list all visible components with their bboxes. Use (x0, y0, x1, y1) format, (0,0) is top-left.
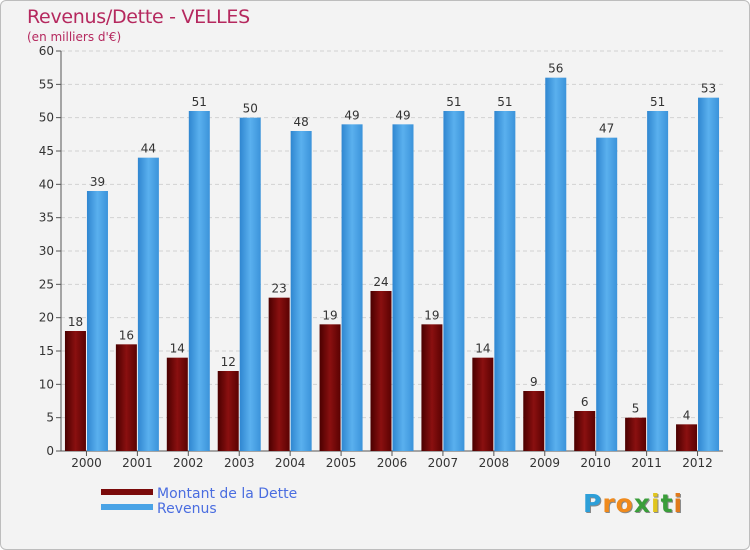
value-label-debt-2006: 24 (373, 275, 388, 289)
value-label-debt-2009: 9 (530, 375, 538, 389)
bar-debt-2010 (574, 411, 596, 451)
bar-debt-2008 (472, 357, 494, 451)
bar-revenue-2007 (443, 111, 465, 451)
x-tick-label-2011: 2011 (631, 456, 662, 470)
value-label-revenue-2012: 53 (701, 82, 716, 96)
chart-subtitle: (en milliers d'€) (27, 30, 122, 44)
x-tick-label-2009: 2009 (529, 456, 560, 470)
x-tick-label-2005: 2005 (326, 456, 357, 470)
value-label-revenue-2001: 44 (141, 142, 156, 156)
value-label-revenue-2006: 49 (395, 108, 410, 122)
proxiti-logo: Proxiti (583, 489, 683, 518)
y-tick-label: 15 (39, 344, 54, 358)
y-tick-label: 0 (46, 444, 54, 458)
y-tick-label: 35 (39, 211, 54, 225)
bar-revenue-2008 (494, 111, 516, 451)
value-label-revenue-2011: 51 (650, 95, 665, 109)
value-label-revenue-2004: 48 (294, 115, 309, 129)
bar-revenue-2012 (698, 97, 720, 452)
value-label-debt-2003: 12 (221, 355, 236, 369)
value-label-revenue-2009: 56 (548, 62, 563, 76)
bar-debt-2005 (319, 324, 341, 451)
y-tick-label: 60 (39, 44, 54, 58)
x-tick-label-2003: 2003 (224, 456, 255, 470)
bar-debt-2001 (115, 344, 137, 451)
value-label-revenue-2007: 51 (446, 95, 461, 109)
bar-debt-2006 (370, 291, 392, 451)
bar-revenue-2001 (137, 157, 159, 451)
bar-debt-2003 (217, 371, 239, 451)
bar-debt-2000 (64, 331, 86, 451)
value-label-debt-2004: 23 (272, 282, 287, 296)
value-label-debt-2007: 19 (424, 308, 439, 322)
bar-debt-2012 (676, 424, 698, 451)
y-tick-label: 20 (39, 311, 54, 325)
chart-title: Revenus/Dette - VELLES (27, 6, 250, 28)
bar-debt-2007 (421, 324, 443, 451)
bar-revenue-2010 (596, 137, 618, 451)
legend-label-revenue: Revenus (157, 501, 217, 517)
bar-debt-2011 (625, 417, 647, 451)
x-tick-label-2004: 2004 (275, 456, 306, 470)
value-label-revenue-2005: 49 (344, 108, 359, 122)
logo-letter: i (673, 489, 684, 518)
y-tick-label: 55 (39, 77, 54, 91)
bar-revenue-2000 (86, 191, 108, 451)
bar-debt-2009 (523, 391, 545, 451)
x-tick-label-2001: 2001 (122, 456, 153, 470)
bar-revenue-2002 (188, 111, 210, 451)
value-label-debt-2002: 14 (170, 342, 185, 356)
y-tick-label: 30 (39, 244, 54, 258)
logo-letter: i (651, 489, 661, 518)
value-label-debt-2008: 14 (475, 342, 490, 356)
value-label-revenue-2010: 47 (599, 122, 614, 136)
y-tick-label: 5 (46, 411, 54, 425)
x-tick-label-2002: 2002 (173, 456, 204, 470)
y-tick-label: 25 (39, 277, 54, 291)
value-label-revenue-2002: 51 (192, 95, 207, 109)
x-tick-label-2007: 2007 (428, 456, 459, 470)
x-tick-label-2012: 2012 (682, 456, 713, 470)
value-label-debt-2011: 5 (632, 402, 640, 416)
logo-letter: t (660, 489, 674, 518)
legend-label-debt: Montant de la Dette (157, 486, 298, 502)
logo-letter: o (615, 489, 634, 518)
bar-revenue-2011 (647, 111, 669, 451)
logo-letter: x (633, 489, 651, 518)
x-tick-label-2008: 2008 (479, 456, 510, 470)
bar-revenue-2009 (545, 77, 567, 452)
y-tick-label: 50 (39, 111, 54, 125)
y-tick-label: 10 (39, 377, 54, 391)
y-tick-label: 40 (39, 177, 54, 191)
value-label-debt-2001: 16 (119, 328, 134, 342)
bar-revenue-2004 (290, 131, 312, 451)
bar-debt-2002 (166, 357, 188, 451)
x-tick-label-2000: 2000 (71, 456, 102, 470)
legend-swatch-revenue (101, 504, 153, 510)
bar-revenue-2005 (341, 124, 363, 451)
bar-debt-2004 (268, 297, 290, 451)
x-tick-label-2010: 2010 (580, 456, 611, 470)
bar-revenue-2006 (392, 124, 414, 451)
value-label-revenue-2003: 50 (243, 102, 258, 116)
bar-revenue-2003 (239, 117, 261, 452)
y-tick-label: 45 (39, 144, 54, 158)
logo-letter: P (583, 489, 603, 518)
value-label-debt-2000: 18 (68, 315, 83, 329)
value-label-debt-2012: 4 (683, 408, 691, 422)
logo-letter: r (602, 489, 616, 518)
value-label-revenue-2000: 39 (90, 175, 105, 189)
value-label-debt-2010: 6 (581, 395, 589, 409)
value-label-revenue-2008: 51 (497, 95, 512, 109)
legend-swatch-debt (101, 489, 153, 495)
value-label-debt-2005: 19 (322, 308, 337, 322)
x-tick-label-2006: 2006 (377, 456, 408, 470)
